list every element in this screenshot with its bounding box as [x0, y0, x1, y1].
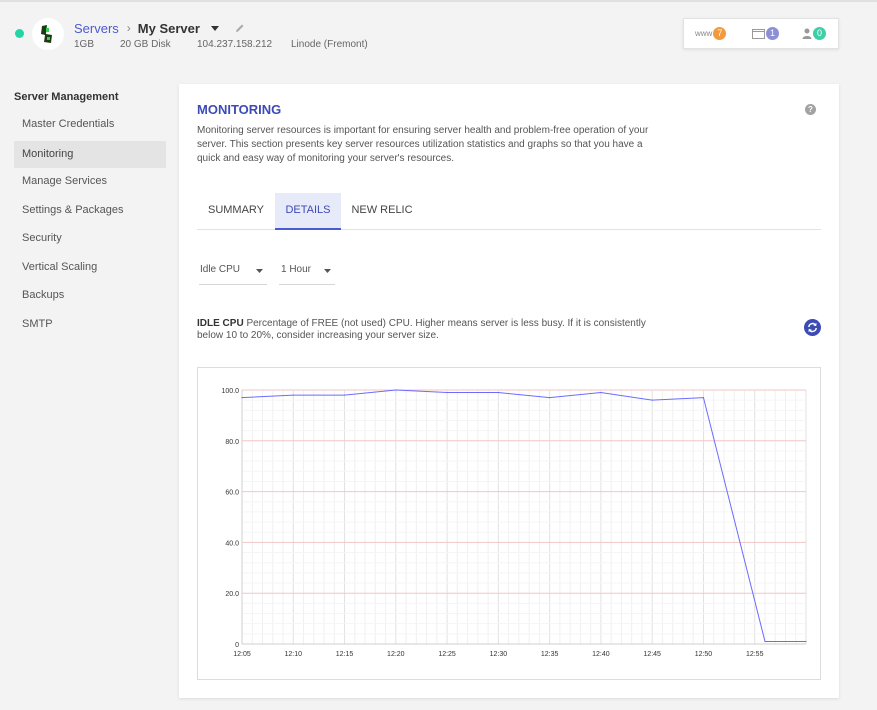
chart-data-point [292, 394, 294, 396]
chart-y-tick-label: 80.0 [225, 439, 239, 446]
tab-new-relic[interactable]: NEW RELIC [351, 204, 413, 216]
users-count: 0 [813, 27, 826, 40]
chart-data-point [805, 640, 807, 643]
server-disk: 20 GB Disk [120, 39, 171, 50]
sidebar-heading: Server Management [14, 91, 119, 103]
sidebar-item-manage-services[interactable]: Manage Services [22, 175, 107, 187]
chart-x-tick-label: 12:55 [746, 651, 764, 658]
breadcrumb-servers-link[interactable]: Servers [74, 20, 119, 36]
refresh-button[interactable] [804, 319, 821, 336]
tab-details[interactable]: DETAILS [275, 193, 341, 230]
chart-data-point [343, 394, 346, 396]
server-avatar [32, 18, 64, 50]
sidebar-item-vertical-scaling[interactable]: Vertical Scaling [22, 261, 98, 273]
server-location: Linode (Fremont) [291, 39, 368, 50]
chart-data-point [241, 397, 243, 399]
caret-down-icon [324, 269, 331, 273]
chart-data-point [497, 391, 499, 394]
sidebar-item-monitoring[interactable]: Monitoring [14, 141, 166, 168]
monitoring-panel: MONITORING ? Monitoring server resources… [179, 84, 839, 698]
chart-x-tick-label: 12:30 [490, 651, 508, 658]
chart-y-tick-label: 100.0 [221, 388, 239, 395]
chart-data-point [651, 399, 653, 401]
users-badge[interactable]: 0 [802, 27, 826, 40]
user-icon [802, 28, 812, 39]
page-title: MONITORING [197, 102, 282, 117]
top-border [0, 0, 877, 2]
files-count: 1 [766, 27, 779, 40]
sidebar-item-settings-packages[interactable]: Settings & Packages [22, 204, 124, 216]
chart-canvas: 100.0 80.0 60.0 40.0 20.0 0 12:05 12:10 12:15 12:… [221, 388, 807, 658]
server-name: My Server [137, 20, 200, 36]
chart-x-tick-label: 12:05 [233, 651, 251, 658]
folder-icon [752, 29, 765, 39]
chart-data-point [600, 391, 602, 394]
idle-cpu-chart: 100.0 80.0 60.0 40.0 20.0 0 12:05 12:10 12:15 12:… [197, 367, 821, 680]
sidebar-item-backups[interactable]: Backups [22, 289, 65, 301]
time-range-select[interactable]: 1 Hour [279, 261, 335, 285]
chart-x-tick-label: 12:20 [387, 651, 405, 658]
metric-select[interactable]: Idle CPU [199, 261, 267, 285]
chart-x-tick-label: 12:50 [695, 651, 713, 658]
chart-x-tick-label: 12:15 [336, 651, 354, 658]
server-logo-icon [36, 22, 60, 46]
refresh-icon [804, 319, 821, 336]
breadcrumb: Servers › My Server [74, 20, 247, 36]
page-description: Monitoring server resources is important… [197, 125, 649, 164]
sidebar-item-smtp[interactable]: SMTP [22, 318, 53, 330]
chart-data-point [702, 397, 705, 399]
pencil-icon [235, 24, 244, 32]
tab-summary[interactable]: SUMMARY [207, 204, 265, 216]
server-ip: 104.237.158.212 [197, 39, 273, 50]
time-range-select-value: 1 Hour [281, 264, 312, 275]
caret-down-icon [256, 269, 263, 273]
chart-y-tick-label: 20.0 [225, 591, 239, 598]
sidebar-item-security[interactable]: Security [22, 232, 62, 244]
chart-data-point [395, 389, 397, 391]
metric-description: Percentage of FREE (not used) CPU. Highe… [197, 318, 646, 341]
caret-down-icon [210, 25, 219, 31]
server-status-dot [15, 29, 24, 38]
applications-count: 7 [713, 27, 727, 40]
metric-name: IDLE CPU [197, 318, 244, 329]
chart-data-point [764, 640, 766, 643]
sidebar-item-master-credentials[interactable]: Master Credentials [22, 118, 115, 130]
files-badge[interactable]: 1 [752, 27, 779, 40]
breadcrumb-separator: › [126, 21, 131, 35]
chart-y-tick-label: 0 [235, 642, 239, 649]
chart-x-tick-label: 12:25 [438, 651, 456, 658]
monitoring-tabs: SUMMARY DETAILS NEW RELIC [197, 193, 821, 230]
applications-badge[interactable]: www 7 [695, 27, 727, 40]
server-badges: www 7 1 0 [683, 18, 839, 49]
server-size: 1GB [74, 39, 95, 50]
chart-data-point [446, 391, 448, 394]
chart-x-tick-label: 12:45 [643, 651, 661, 658]
chart-x-tick-label: 12:35 [541, 651, 559, 658]
metric-description-block: IDLE CPU Percentage of FREE (not used) C… [197, 318, 667, 342]
chart-y-tick-label: 60.0 [225, 490, 239, 497]
chart-x-tick-label: 12:40 [592, 651, 610, 658]
chart-y-tick-label: 40.0 [225, 540, 239, 547]
metric-select-value: Idle CPU [200, 264, 241, 275]
chart-data-point [549, 397, 551, 399]
help-icon[interactable]: ? [805, 104, 816, 115]
www-icon: www [695, 29, 713, 38]
chart-x-tick-label: 12:10 [285, 651, 303, 658]
server-switcher-button[interactable] [208, 21, 222, 35]
edit-server-name-button[interactable] [233, 21, 247, 35]
chart-series-line [241, 389, 806, 642]
